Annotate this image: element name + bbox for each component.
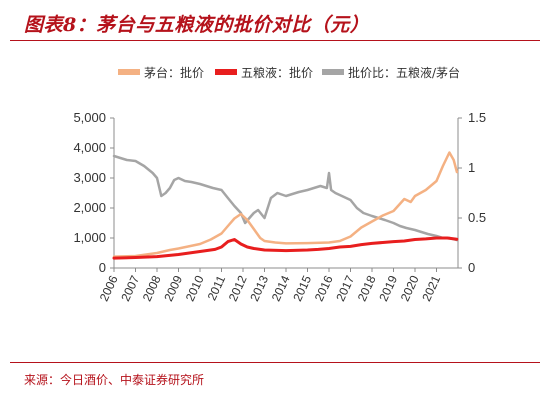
x-tick-label: 2011 — [205, 273, 229, 303]
x-tick-label: 2008 — [140, 273, 164, 303]
x-tick-label: 2020 — [398, 273, 422, 303]
x-tick-label: 2021 — [419, 273, 443, 303]
chart-title: 图表8：茅台与五粮液的批价对比（元） — [24, 14, 370, 36]
source-note: 来源：今日酒价、中泰证券研究所 — [24, 373, 205, 387]
x-tick-label: 2018 — [355, 273, 379, 303]
source-divider — [10, 362, 540, 363]
left-y-tick-label: 3,000 — [73, 170, 106, 185]
right-y-tick-label: 1 — [468, 160, 475, 175]
wuliangye-price-line — [112, 236, 459, 260]
x-tick-label: 2006 — [97, 273, 121, 303]
x-tick-label: 2015 — [290, 273, 314, 303]
left-y-tick-label: 2,000 — [73, 200, 106, 215]
x-tick-label: 2010 — [183, 273, 207, 303]
left-y-tick-label: 1,000 — [73, 230, 106, 245]
right-y-tick-label: 1.5 — [468, 110, 486, 125]
left-y-tick-label: 5,000 — [73, 110, 106, 125]
price-ratio-line — [112, 154, 459, 242]
legend-moutai-label: 茅台：批价 — [144, 65, 204, 80]
x-tick-label: 2009 — [161, 273, 185, 303]
x-tick-label: 2013 — [247, 273, 271, 303]
legend-wuliangye-label: 五粮液：批价 — [241, 65, 313, 80]
x-tick-label: 2007 — [118, 273, 142, 303]
x-tick-label: 2016 — [312, 273, 336, 303]
legend-ratio-label: 批价比：五粮液/茅台 — [348, 65, 460, 80]
left-y-tick-label: 4,000 — [73, 140, 106, 155]
x-tick-label: 2019 — [376, 273, 400, 303]
x-tick-label: 2012 — [226, 273, 250, 303]
right-y-tick-label: 0.5 — [468, 210, 486, 225]
title-divider — [10, 40, 540, 41]
price-comparison-chart: 01,0002,0003,0004,0005,00000.511.5200620… — [73, 65, 486, 303]
right-y-tick-label: 0 — [468, 260, 475, 275]
left-y-tick-label: 0 — [99, 260, 106, 275]
moutai-price-line — [112, 151, 459, 258]
x-tick-label: 2017 — [333, 273, 357, 303]
x-tick-label: 2014 — [269, 273, 293, 303]
